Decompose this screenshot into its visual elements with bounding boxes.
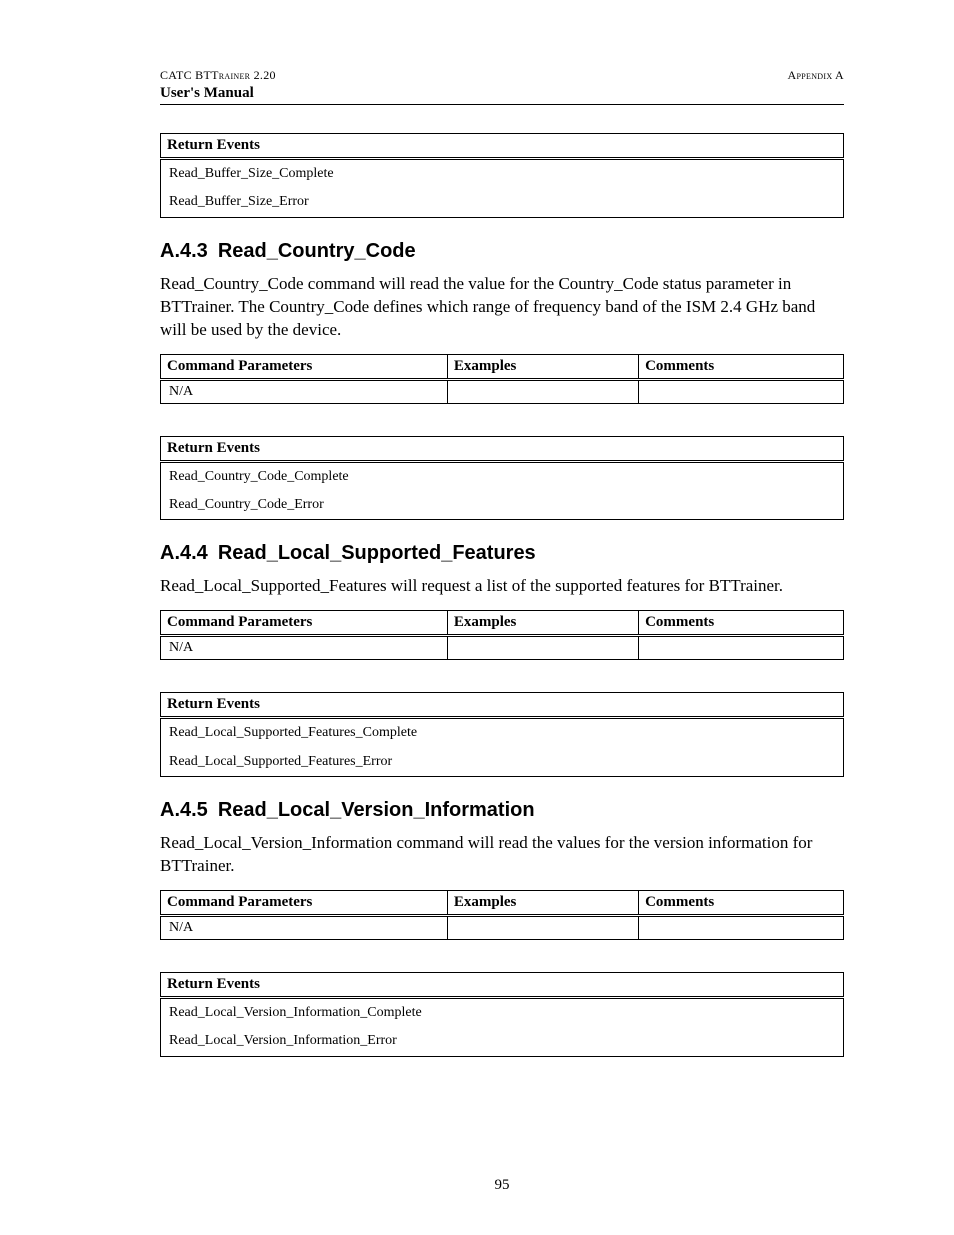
- section-title: Read_Local_Version_Information: [218, 799, 535, 821]
- examples-cell: [447, 379, 638, 403]
- event-row: Read_Country_Code_Error: [161, 491, 844, 520]
- header-divider: [160, 104, 844, 105]
- section-paragraph: Read_Country_Code command will read the …: [160, 273, 844, 342]
- events-header: Return Events: [161, 436, 844, 461]
- params-header: Command Parameters: [161, 890, 448, 915]
- event-row: Read_Local_Version_Information_Complete: [161, 997, 844, 1027]
- events-header: Return Events: [161, 134, 844, 159]
- event-row: Read_Buffer_Size_Error: [161, 188, 844, 217]
- command-params-table: Command Parameters Examples Comments N/A: [160, 610, 844, 660]
- return-events-table: Return Events Read_Country_Code_Complete…: [160, 436, 844, 521]
- params-header: Command Parameters: [161, 354, 448, 379]
- return-events-table: Return Events Read_Local_Version_Informa…: [160, 972, 844, 1057]
- header-right: Appendix A: [788, 68, 844, 83]
- params-cell: N/A: [161, 636, 448, 660]
- return-events-table: Return Events Read_Local_Supported_Featu…: [160, 692, 844, 777]
- event-row: Read_Local_Version_Information_Error: [161, 1027, 844, 1056]
- examples-cell: [447, 636, 638, 660]
- comments-header: Comments: [639, 890, 844, 915]
- header-left: CATC BTTrainer 2.20: [160, 68, 276, 83]
- params-cell: N/A: [161, 915, 448, 939]
- examples-header: Examples: [447, 611, 638, 636]
- comments-cell: [639, 379, 844, 403]
- section-number: A.4.4: [160, 542, 208, 564]
- events-header: Return Events: [161, 693, 844, 718]
- section-paragraph: Read_Local_Version_Information command w…: [160, 832, 844, 878]
- event-row: Read_Local_Supported_Features_Error: [161, 748, 844, 777]
- page-header: CATC BTTrainer 2.20 Appendix A: [160, 68, 844, 83]
- return-events-table-top: Return Events Read_Buffer_Size_Complete …: [160, 133, 844, 218]
- event-row: Read_Buffer_Size_Complete: [161, 159, 844, 189]
- examples-cell: [447, 915, 638, 939]
- section-title: Read_Local_Supported_Features: [218, 542, 536, 564]
- examples-header: Examples: [447, 354, 638, 379]
- params-cell: N/A: [161, 379, 448, 403]
- section-number: A.4.5: [160, 799, 208, 821]
- event-row: Read_Country_Code_Complete: [161, 461, 844, 491]
- section-paragraph: Read_Local_Supported_Features will reque…: [160, 575, 844, 598]
- examples-header: Examples: [447, 890, 638, 915]
- page-number: 95: [160, 1177, 844, 1194]
- comments-cell: [639, 636, 844, 660]
- section-heading: A.4.3 Read_Country_Code: [160, 240, 844, 263]
- command-params-table: Command Parameters Examples Comments N/A: [160, 890, 844, 940]
- section-heading: A.4.5 Read_Local_Version_Information: [160, 799, 844, 822]
- page: CATC BTTrainer 2.20 Appendix A User's Ma…: [0, 0, 954, 1234]
- comments-header: Comments: [639, 611, 844, 636]
- section-number: A.4.3: [160, 240, 208, 262]
- events-header: Return Events: [161, 972, 844, 997]
- section-title: Read_Country_Code: [218, 240, 416, 262]
- comments-header: Comments: [639, 354, 844, 379]
- event-row: Read_Local_Supported_Features_Complete: [161, 718, 844, 748]
- command-params-table: Command Parameters Examples Comments N/A: [160, 354, 844, 404]
- comments-cell: [639, 915, 844, 939]
- params-header: Command Parameters: [161, 611, 448, 636]
- header-sub: User's Manual: [160, 85, 844, 102]
- section-heading: A.4.4 Read_Local_Supported_Features: [160, 542, 844, 565]
